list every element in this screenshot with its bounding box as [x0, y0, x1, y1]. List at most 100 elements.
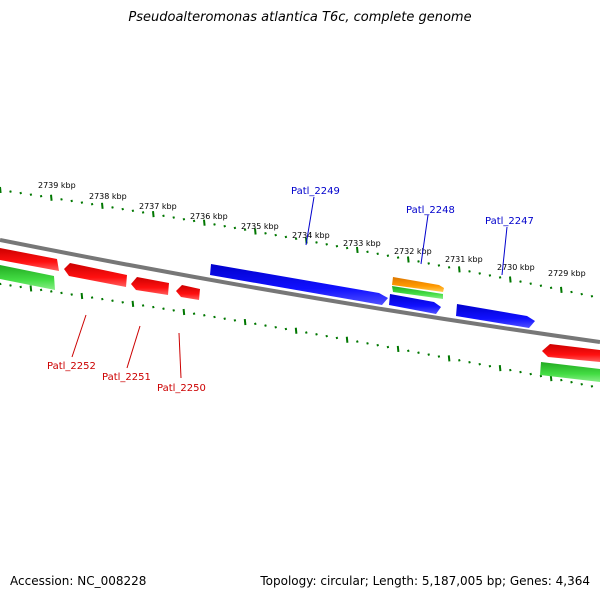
inner-tick: [90, 296, 94, 299]
inner-tick: [294, 327, 298, 334]
inner-tick: [39, 288, 43, 292]
inner-tick: [284, 327, 288, 331]
outer-tick: [580, 292, 583, 296]
outer-tick: [213, 223, 216, 226]
outer-tick: [101, 202, 104, 209]
gene-reverse-right-edge: [540, 362, 600, 382]
inner-tick: [325, 334, 328, 338]
inner-tick: [274, 325, 277, 329]
inner-tick: [223, 317, 226, 320]
inner-tick: [60, 291, 63, 295]
scale-label-2739: 2739 kbp: [38, 181, 76, 190]
inner-tick: [458, 359, 461, 362]
scale-label-2732: 2732 kbp: [394, 247, 432, 256]
scale-label-2736: 2736 kbp: [190, 212, 228, 221]
outer-tick: [19, 191, 22, 195]
scale-label-2730: 2730 kbp: [497, 263, 535, 272]
outer-tick: [182, 217, 186, 221]
outer-tick: [203, 219, 206, 226]
gene-label-patl-2247: Patl_2247: [485, 216, 534, 227]
inner-tick: [213, 315, 216, 319]
inner-tick: [80, 292, 84, 300]
cds-reverse-left-edge: [0, 248, 59, 271]
cds-forward-patl-2247: [456, 304, 535, 328]
outer-tick: [172, 216, 175, 219]
inner-tick: [233, 319, 237, 322]
inner-tick: [488, 364, 492, 368]
gene-label-patl-2249: Patl_2249: [291, 186, 340, 197]
outer-tick: [141, 211, 145, 214]
outer-tick: [407, 256, 410, 263]
outer-tick: [162, 214, 165, 218]
outer-tick: [264, 232, 267, 235]
inner-tick: [407, 349, 410, 353]
inner-tick: [70, 293, 73, 296]
inner-tick: [29, 285, 33, 292]
outer-tick: [437, 264, 441, 267]
inner-tick: [366, 342, 369, 345]
genome-summary-text: Topology: circular; Length: 5,187,005 bp…: [260, 574, 590, 588]
outer-tick: [152, 211, 155, 218]
inner-tick: [437, 355, 441, 358]
outer-tick: [121, 207, 124, 211]
outer-tick: [80, 201, 84, 204]
gene-label-patl-2250: Patl_2250: [157, 383, 206, 394]
inner-tick: [509, 368, 512, 372]
inner-tick: [498, 365, 502, 372]
cds-reverse-right-edge: [542, 344, 600, 362]
genome-backbone: [0, 238, 600, 344]
outer-tick: [417, 260, 420, 263]
outer-tick: [0, 186, 2, 194]
inner-tick: [0, 282, 2, 286]
outer-tick: [570, 290, 573, 294]
outer-tick: [9, 190, 12, 193]
gene-reverse-patl-2248: [392, 286, 443, 299]
gene-label-patl-2251: Patl_2251: [102, 372, 151, 383]
outer-tick: [39, 194, 43, 198]
outer-tick: [284, 235, 288, 239]
map-title: Pseudoalteromonas atlantica T6c, complet…: [128, 10, 472, 25]
inner-tick: [570, 380, 573, 384]
inner-tick: [305, 331, 308, 334]
outer-tick: [549, 286, 553, 290]
outer-tick: [29, 193, 33, 196]
cds-forward-patl-2248: [389, 294, 441, 314]
outer-tick: [590, 294, 594, 298]
outer-tick: [519, 280, 522, 283]
cds-forward-patl-2249: [210, 264, 388, 305]
outer-tick-ring: [0, 186, 594, 298]
inner-tick: [203, 314, 206, 317]
outer-tick: [366, 250, 369, 254]
inner-tick: [427, 353, 430, 356]
inner-tick: [141, 304, 145, 307]
outer-tick: [223, 224, 226, 228]
inner-tick: [386, 345, 390, 349]
gene-label-patl-2248: Patl_2248: [406, 205, 455, 216]
outer-tick: [396, 256, 400, 259]
inner-tick: [162, 307, 165, 311]
accession-text: Accession: NC_008228: [10, 574, 147, 588]
inner-tick: [192, 312, 196, 315]
outer-tick: [335, 244, 339, 248]
inner-tick: [50, 290, 53, 293]
inner-tick: [447, 355, 451, 362]
outer-tick: [315, 241, 318, 244]
outer-tick: [131, 209, 135, 213]
outer-tick: [447, 266, 451, 269]
outer-tick: [478, 272, 481, 275]
inner-tick-ring: [0, 282, 594, 388]
outer-tick: [325, 242, 328, 246]
inner-tick: [9, 284, 12, 287]
cds-reverse-patl-2252: [64, 263, 127, 287]
outer-tick: [111, 206, 114, 209]
inner-tick: [560, 378, 563, 382]
scale-label-2733: 2733 kbp: [343, 239, 381, 248]
scale-label-2734: 2734 kbp: [292, 231, 330, 240]
inner-tick: [101, 297, 104, 301]
outer-tick: [376, 252, 379, 256]
outer-tick: [560, 286, 563, 293]
outer-tick: [458, 266, 461, 273]
outer-tick: [498, 276, 502, 279]
inner-tick: [152, 305, 155, 309]
